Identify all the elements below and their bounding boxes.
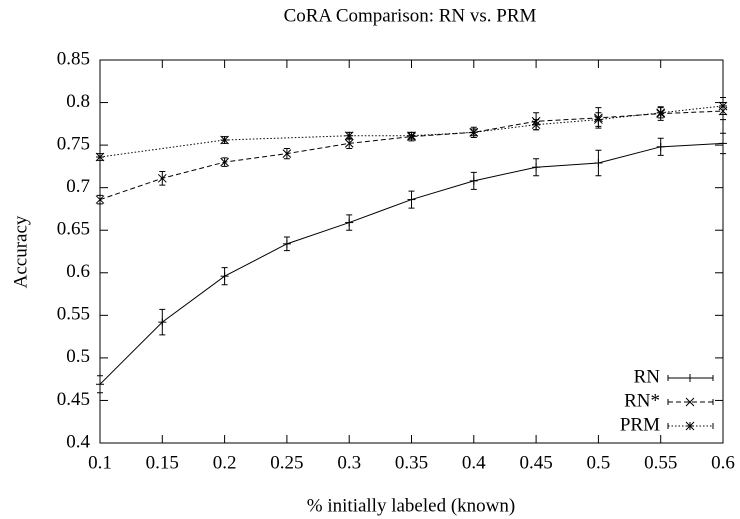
point-marker-stroke — [282, 149, 292, 158]
x-tick-label: 0.25 — [270, 452, 303, 473]
x-tick-label: 0.3 — [337, 452, 361, 473]
point-marker — [158, 318, 167, 327]
x-tick-label: 0.55 — [644, 452, 677, 473]
point-marker-stroke — [95, 152, 105, 162]
x-tick-label: 0.15 — [146, 452, 179, 473]
point-marker-stroke — [594, 115, 603, 124]
legend-caps — [667, 399, 714, 405]
point-marker — [220, 157, 229, 167]
x-tick-label: 0.6 — [711, 452, 735, 473]
legend-marker-stroke — [685, 397, 695, 407]
point-marker-stroke — [531, 120, 541, 130]
point-marker — [282, 149, 292, 158]
point-marker — [718, 101, 728, 111]
legend-caps — [667, 375, 714, 381]
point-marker-stroke — [407, 131, 416, 141]
point-marker — [157, 173, 167, 183]
legend-label: PRM — [620, 414, 660, 435]
legend-marker — [685, 421, 695, 431]
point-marker — [594, 158, 603, 167]
plot-frame — [99, 59, 724, 444]
point-marker — [532, 163, 541, 172]
y-axis-label: Accuracy — [10, 215, 31, 288]
legend-label: RN* — [624, 390, 660, 411]
y-tick-label: 0.65 — [57, 219, 90, 240]
point-marker-stroke — [344, 131, 354, 141]
series-line — [99, 142, 724, 385]
point-marker-stroke — [718, 101, 728, 111]
point-marker-stroke — [344, 139, 354, 148]
x-tick-label: 0.35 — [395, 452, 428, 473]
legend-marker-stroke — [685, 421, 695, 431]
point-marker — [96, 380, 104, 389]
point-marker — [469, 176, 478, 185]
point-marker — [95, 195, 105, 204]
y-tick-label: 0.55 — [57, 304, 90, 325]
x-axis-label: % initially labeled (known) — [307, 495, 515, 516]
y-tick-label: 0.8 — [66, 91, 90, 112]
legend-caps — [667, 423, 714, 429]
point-marker — [344, 131, 354, 141]
point-marker — [282, 239, 291, 248]
y-tick-label: 0.75 — [57, 133, 90, 154]
legend-label: RN — [634, 366, 661, 387]
point-marker-stroke — [220, 157, 229, 167]
point-marker-stroke — [157, 173, 167, 183]
point-marker — [407, 195, 416, 204]
y-tick-label: 0.4 — [66, 431, 90, 452]
x-tick-label: 0.2 — [213, 452, 237, 473]
y-tick-label: 0.6 — [66, 261, 90, 282]
x-tick-label: 0.1 — [88, 452, 112, 473]
y-tick-label: 0.7 — [66, 176, 90, 197]
legend-marker — [685, 397, 695, 407]
point-marker — [531, 120, 541, 130]
point-marker — [220, 135, 229, 145]
point-marker-stroke — [469, 127, 479, 137]
series-line — [99, 105, 724, 158]
point-marker-stroke — [220, 135, 229, 145]
point-marker — [719, 139, 727, 148]
y-tick-label: 0.5 — [66, 346, 90, 367]
point-marker — [345, 218, 354, 227]
point-marker-stroke — [95, 195, 105, 204]
point-marker — [95, 152, 105, 162]
point-marker — [656, 108, 666, 118]
point-marker — [344, 139, 354, 148]
point-marker — [469, 127, 479, 137]
x-tick-label: 0.4 — [462, 452, 486, 473]
x-tick-label: 0.45 — [519, 452, 552, 473]
point-marker — [407, 131, 416, 141]
series-line — [99, 110, 724, 201]
point-marker-stroke — [656, 108, 666, 118]
point-marker — [220, 272, 229, 281]
x-tick-label: 0.5 — [587, 452, 611, 473]
point-marker — [656, 142, 665, 151]
chart-title: CoRA Comparison: RN vs. PRM — [284, 5, 537, 26]
y-tick-label: 0.85 — [57, 48, 90, 69]
legend-marker — [686, 374, 694, 382]
point-marker — [594, 115, 603, 124]
y-tick-label: 0.45 — [57, 389, 90, 410]
